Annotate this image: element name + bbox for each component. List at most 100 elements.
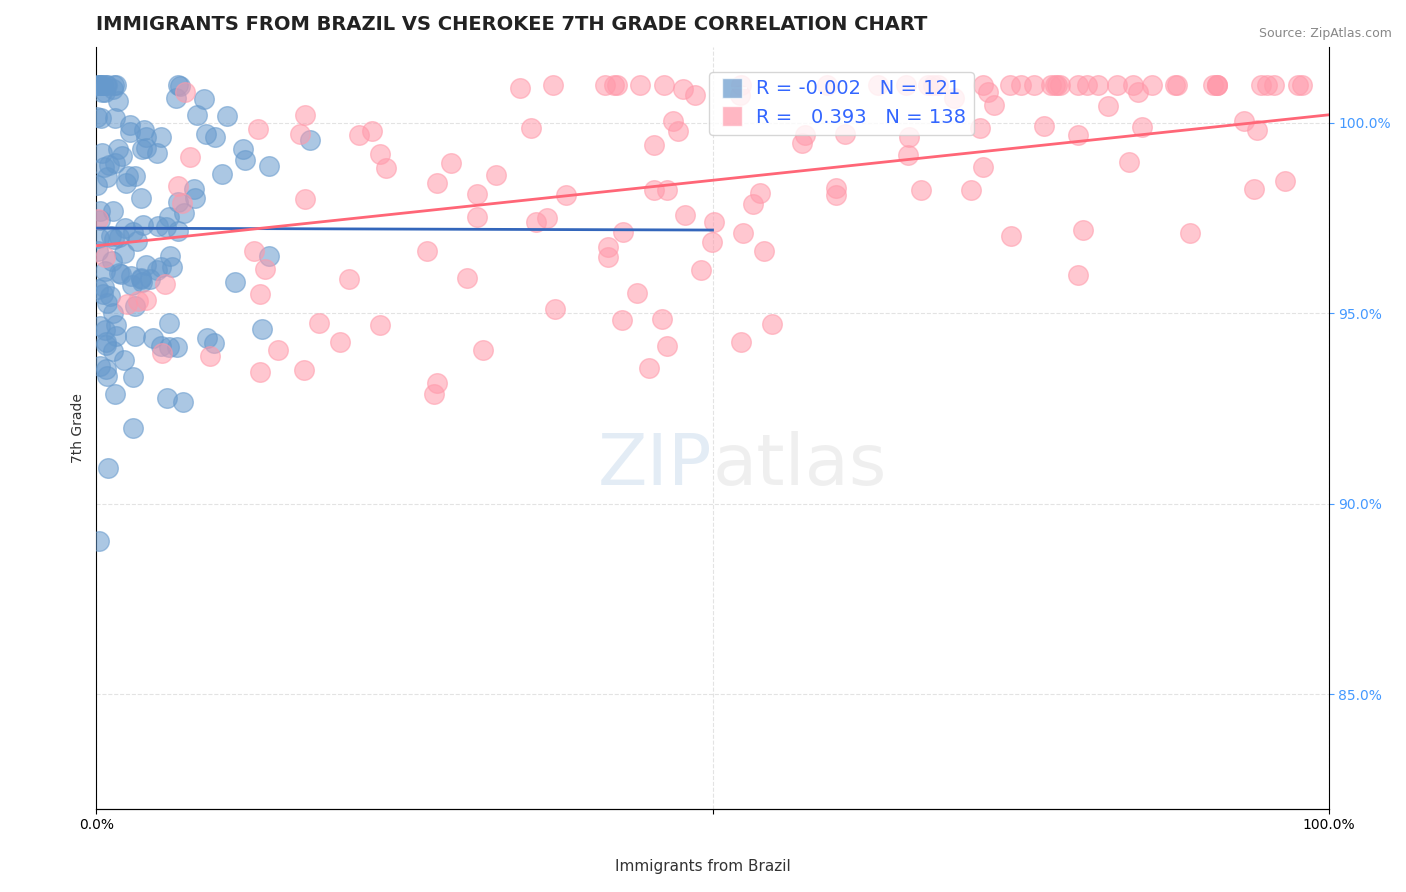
Point (423, 386, 446, 401)
Point (243, 244, 266, 258)
Point (157, 210, 180, 224)
Point (761, 318, 783, 332)
Point (308, 316, 330, 330)
Point (465, 210, 488, 224)
Point (998, 78, 1021, 92)
Point (122, 421, 145, 435)
Point (120, 269, 142, 284)
Point (673, 208, 696, 222)
Point (661, 114, 683, 128)
Point (89, 359, 111, 374)
Point (202, 336, 225, 351)
Point (139, 272, 162, 286)
Point (146, 219, 169, 234)
Point (111, 149, 134, 163)
Point (233, 153, 256, 168)
Point (1045, 78, 1067, 92)
Point (156, 391, 179, 405)
Point (195, 331, 218, 345)
Point (612, 225, 634, 239)
Point (752, 244, 775, 258)
Point (159, 249, 181, 263)
Point (89, 213, 111, 227)
Point (121, 226, 143, 240)
Point (741, 196, 763, 211)
Point (103, 343, 125, 358)
Point (1046, 78, 1069, 92)
Point (1000, 229, 1022, 244)
Point (440, 156, 463, 170)
Point (977, 86, 1000, 100)
Point (104, 318, 127, 333)
Point (204, 130, 226, 145)
Point (690, 263, 713, 277)
Point (86, 110, 108, 124)
Point (118, 125, 141, 139)
Point (131, 272, 153, 286)
Point (1087, 78, 1109, 92)
Point (1250, 78, 1272, 92)
Point (329, 334, 352, 349)
Point (103, 305, 125, 319)
Point (146, 146, 169, 161)
Text: Immigrants from Brazil: Immigrants from Brazil (616, 859, 790, 874)
Point (972, 160, 994, 174)
Point (1122, 78, 1144, 92)
Legend: R = -0.002   N = 121, R =   0.393   N = 138: R = -0.002 N = 121, R = 0.393 N = 138 (710, 71, 974, 135)
Point (112, 352, 135, 367)
Point (703, 215, 725, 229)
Point (655, 183, 678, 197)
Point (114, 221, 136, 235)
Point (1118, 155, 1140, 169)
Point (142, 331, 165, 345)
Point (174, 86, 197, 100)
Point (544, 301, 567, 316)
Point (606, 78, 628, 92)
Point (93, 263, 115, 277)
Point (135, 130, 157, 145)
Point (104, 156, 127, 170)
Point (1097, 99, 1119, 113)
Point (117, 169, 139, 183)
Point (101, 81, 124, 95)
Point (509, 81, 531, 95)
Point (368, 147, 391, 161)
Point (179, 150, 201, 164)
Point (87, 231, 110, 245)
Point (1274, 174, 1296, 188)
Point (1291, 78, 1313, 92)
Point (472, 343, 495, 357)
Point (100, 289, 122, 303)
Point (217, 109, 239, 123)
Point (1233, 114, 1256, 128)
Point (115, 297, 138, 311)
Point (465, 186, 488, 201)
Point (294, 192, 316, 206)
Point (917, 78, 939, 92)
Point (593, 78, 616, 92)
Point (368, 318, 391, 333)
Point (173, 205, 195, 219)
Point (112, 245, 135, 260)
Point (104, 386, 127, 401)
Point (166, 224, 188, 238)
Point (651, 311, 673, 326)
Point (1246, 123, 1268, 137)
Point (610, 313, 633, 327)
Point (266, 343, 288, 357)
Point (104, 78, 127, 92)
Point (96, 78, 118, 92)
Point (125, 234, 148, 248)
Point (702, 235, 724, 249)
Point (184, 191, 207, 205)
Point (90, 111, 112, 125)
Point (524, 215, 547, 229)
Point (536, 211, 558, 225)
Point (110, 267, 132, 281)
Point (959, 184, 981, 198)
Point (1010, 78, 1032, 92)
Point (132, 219, 155, 233)
Point (793, 128, 815, 142)
Point (730, 334, 752, 349)
Point (96, 296, 118, 310)
